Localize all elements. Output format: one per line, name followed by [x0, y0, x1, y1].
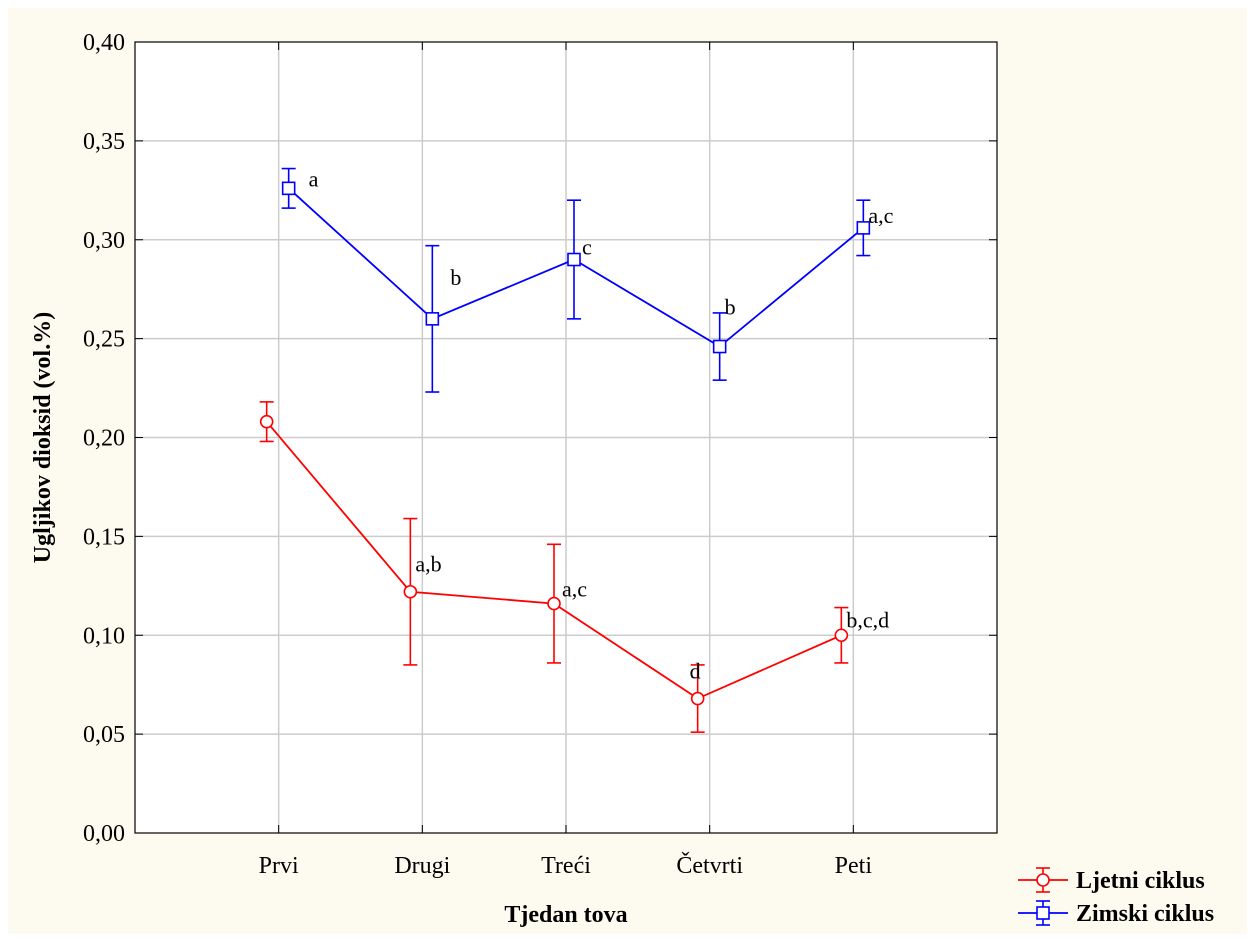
data-point-circle	[403, 584, 418, 599]
data-point-circle	[547, 596, 561, 611]
data-point-circle	[834, 628, 849, 643]
y-tick-label: 0,15	[83, 524, 125, 550]
data-point-circle	[690, 691, 705, 706]
series-ljetni-ciklus: a,b a,c d b,c,d	[259, 401, 889, 733]
significance-label: a,b	[415, 552, 441, 577]
data-point-square	[856, 221, 871, 235]
significance-label: d	[690, 659, 701, 684]
y-tick-label: 0,35	[83, 129, 125, 155]
significance-label: b,c,d	[846, 607, 889, 632]
significance-label: a,c	[868, 203, 893, 228]
legend: Ljetni ciklus Zimski ciklus	[1018, 867, 1214, 927]
y-tick-label: 0,30	[83, 228, 125, 254]
y-tick-label: 0,25	[83, 327, 125, 353]
y-tick-label: 0,20	[83, 426, 125, 452]
legend-marker-square	[1036, 906, 1050, 920]
y-tick-label: 0,05	[83, 722, 125, 748]
significance-label: b	[450, 265, 461, 290]
significance-label: a,c	[562, 577, 587, 602]
data-point-square	[281, 181, 296, 196]
legend-label: Ljetni ciklus	[1076, 868, 1205, 894]
x-tick-label: Treći	[541, 853, 591, 879]
x-tick-label: Prvi	[259, 853, 299, 879]
y-tick-label: 0,40	[83, 30, 125, 56]
y-tick-label: 0,00	[83, 821, 125, 847]
x-axis-title: Tjedan tova	[504, 902, 627, 928]
plot-border	[134, 41, 998, 834]
data-point-square	[712, 339, 727, 354]
data-point-square	[567, 252, 581, 267]
x-tick-label: Drugi	[394, 853, 450, 879]
data-point-circle	[259, 414, 274, 429]
legend-label: Zimski ciklus	[1076, 901, 1214, 927]
significance-label: c	[582, 235, 592, 260]
y-tick-label: 0,10	[83, 623, 125, 649]
series-zimski-ciklus: a b c b a,c	[281, 166, 894, 393]
significance-label: b	[725, 295, 736, 320]
data-point-square	[425, 312, 440, 326]
significance-label: a	[309, 166, 319, 191]
x-tick-label: Peti	[835, 853, 873, 879]
legend-marker-circle	[1036, 873, 1050, 887]
y-axis-title: Ugljikov dioksid (vol.%)	[30, 312, 56, 563]
x-tick-label: Četvrti	[676, 852, 743, 879]
